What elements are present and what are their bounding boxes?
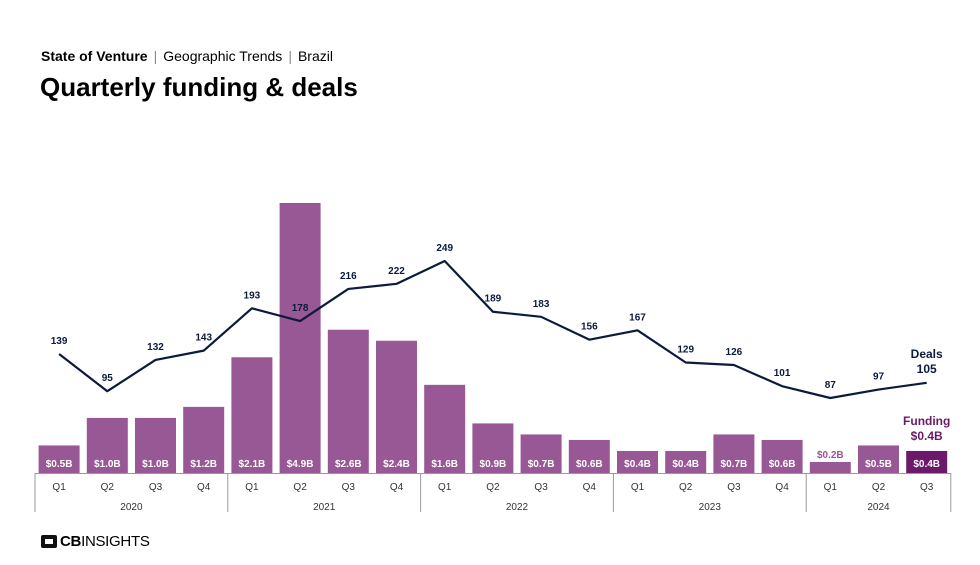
x-tick-label: Q2 bbox=[293, 482, 307, 493]
funding-bar bbox=[472, 423, 514, 473]
year-label: 2020 bbox=[120, 502, 143, 513]
funding-bar bbox=[665, 450, 707, 473]
funding-series-value: $0.4B bbox=[911, 429, 943, 443]
deals-point-label: 139 bbox=[51, 336, 68, 347]
x-tick-label: Q3 bbox=[342, 482, 356, 493]
x-tick-label: Q4 bbox=[197, 482, 211, 493]
x-tick-label: Q2 bbox=[679, 482, 693, 493]
year-label: 2024 bbox=[867, 502, 890, 513]
x-tick-label: Q4 bbox=[775, 482, 789, 493]
funding-bar bbox=[713, 434, 755, 473]
funding-bar-label: $0.6B bbox=[769, 459, 796, 470]
funding-bar bbox=[279, 203, 321, 473]
deals-point-label: 222 bbox=[388, 266, 405, 277]
funding-bar bbox=[231, 357, 273, 473]
logo-text: CBINSIGHTS bbox=[60, 533, 150, 550]
x-tick-label: Q1 bbox=[824, 482, 838, 493]
deals-point-label: 178 bbox=[292, 303, 309, 314]
deals-point-label: 189 bbox=[485, 294, 502, 305]
x-tick-label: Q1 bbox=[52, 482, 66, 493]
funding-bar bbox=[761, 439, 803, 473]
deals-point-label: 143 bbox=[195, 333, 212, 344]
cb-insights-logo: CBINSIGHTS bbox=[41, 533, 150, 550]
funding-bar bbox=[858, 445, 899, 473]
funding-bar-label: $0.6B bbox=[576, 459, 603, 470]
breadcrumb-separator: | bbox=[288, 48, 292, 64]
x-tick-label: Q3 bbox=[920, 482, 934, 493]
breadcrumb-separator: | bbox=[153, 48, 158, 64]
funding-bar bbox=[809, 461, 851, 473]
breadcrumb-section: Geographic Trends bbox=[163, 48, 283, 64]
deals-point-label: 101 bbox=[774, 368, 791, 379]
deals-point-label: 156 bbox=[581, 322, 598, 333]
funding-bar-label: $0.2B bbox=[817, 450, 844, 461]
x-tick-label: Q3 bbox=[534, 482, 548, 493]
funding-bar-label: $4.9B bbox=[287, 459, 314, 470]
funding-bar-label: $0.7B bbox=[528, 459, 555, 470]
x-tick-label: Q4 bbox=[583, 482, 597, 493]
funding-bar bbox=[424, 384, 466, 473]
deals-point-label: 129 bbox=[677, 344, 694, 355]
deals-point-label: 167 bbox=[629, 312, 646, 323]
funding-bar bbox=[617, 450, 658, 473]
funding-bar bbox=[568, 439, 610, 473]
funding-bar bbox=[906, 450, 948, 473]
year-label: 2022 bbox=[506, 502, 529, 513]
cb-logo-icon bbox=[41, 535, 57, 548]
year-label: 2023 bbox=[699, 502, 722, 513]
funding-bar-label: $1.2B bbox=[190, 459, 217, 470]
deals-point-label: 193 bbox=[244, 290, 261, 301]
funding-bar-label: $1.0B bbox=[94, 459, 121, 470]
breadcrumb-report: State of Venture bbox=[41, 48, 148, 64]
funding-bar bbox=[135, 417, 176, 473]
funding-bar-label: $1.0B bbox=[142, 459, 169, 470]
funding-bar-label: $2.6B bbox=[335, 459, 362, 470]
chart-title: Quarterly funding & deals bbox=[40, 72, 358, 102]
deals-point-label: 216 bbox=[340, 271, 357, 282]
deals-point-label: 126 bbox=[726, 347, 743, 358]
x-tick-label: Q1 bbox=[631, 482, 645, 493]
funding-bar-label: $2.4B bbox=[383, 459, 410, 470]
x-tick-label: Q2 bbox=[872, 482, 886, 493]
funding-bar bbox=[86, 417, 128, 473]
breadcrumb: State of Venture | Geographic Trends | Brazi… bbox=[41, 48, 333, 64]
x-tick-label: Q2 bbox=[101, 482, 115, 493]
funding-bar-label: $0.5B bbox=[865, 459, 892, 470]
funding-bar-label: $1.6B bbox=[431, 459, 458, 470]
funding-bar-label: $0.5B bbox=[46, 459, 73, 470]
deals-point-label: 249 bbox=[436, 243, 453, 254]
funding-bar bbox=[376, 340, 417, 473]
deals-series-value: 105 bbox=[917, 362, 937, 376]
x-tick-label: Q3 bbox=[149, 482, 163, 493]
breadcrumb-country: Brazil bbox=[297, 48, 333, 64]
x-tick-label: Q2 bbox=[486, 482, 500, 493]
funding-bar bbox=[520, 434, 562, 473]
x-tick-label: Q1 bbox=[438, 482, 452, 493]
deals-point-label: 183 bbox=[533, 299, 550, 310]
funding-series-name: Funding bbox=[903, 414, 950, 428]
funding-bar-label: $0.4B bbox=[624, 459, 651, 470]
deals-series-name: Deals bbox=[911, 347, 943, 361]
funding-bar-label: $0.4B bbox=[913, 459, 940, 470]
deals-point-label: 97 bbox=[873, 372, 885, 383]
x-tick-label: Q4 bbox=[390, 482, 404, 493]
funding-bar-label: $0.9B bbox=[480, 459, 507, 470]
funding-bar-label: $0.4B bbox=[672, 459, 699, 470]
x-tick-label: Q3 bbox=[727, 482, 741, 493]
deals-point-label: 95 bbox=[102, 373, 114, 384]
funding-bar bbox=[327, 329, 369, 473]
deals-point-label: 87 bbox=[825, 380, 837, 391]
deals-line bbox=[58, 259, 927, 400]
x-tick-label: Q1 bbox=[245, 482, 259, 493]
funding-bar-label: $2.1B bbox=[239, 459, 266, 470]
deals-point-label: 132 bbox=[147, 342, 164, 353]
funding-bar bbox=[38, 445, 80, 473]
funding-bar-label: $0.7B bbox=[721, 459, 748, 470]
year-label: 2021 bbox=[313, 502, 336, 513]
funding-bar bbox=[183, 406, 225, 473]
